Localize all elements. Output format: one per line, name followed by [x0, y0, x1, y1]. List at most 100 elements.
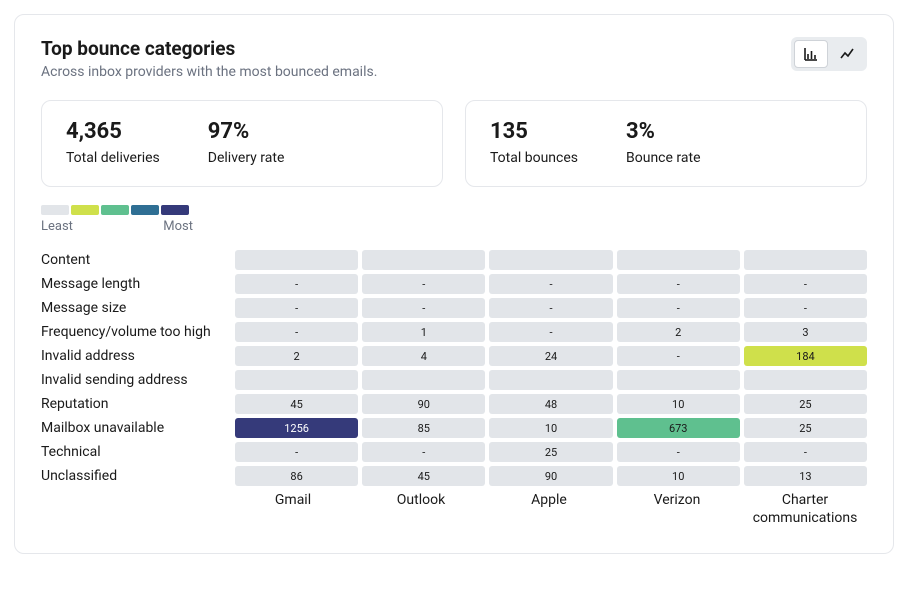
- heatmap-cell[interactable]: -: [489, 298, 612, 318]
- bar-chart-icon: [803, 46, 819, 62]
- heatmap-row-label: Frequency/volume too high: [41, 324, 231, 340]
- heatmap-cell[interactable]: -: [617, 298, 740, 318]
- heatmap-cell[interactable]: -: [362, 298, 485, 318]
- stat-value: 97%: [208, 119, 285, 144]
- heatmap-cell[interactable]: 25: [744, 394, 867, 414]
- heatmap-row-label: Invalid sending address: [41, 372, 231, 388]
- header-text: Top bounce categories Across inbox provi…: [41, 37, 377, 80]
- deliveries-card: 4,365 Total deliveries 97% Delivery rate: [41, 100, 443, 187]
- heatmap-cell[interactable]: [744, 370, 867, 390]
- heatmap-row-cells: --25--: [235, 442, 867, 462]
- heatmap-column-label: Gmail: [231, 492, 355, 527]
- heatmap-cell[interactable]: 25: [744, 418, 867, 438]
- heatmap-row: Message length-----: [41, 274, 867, 294]
- legend-swatch: [131, 205, 159, 215]
- heatmap-row: Invalid sending address: [41, 370, 867, 390]
- heatmap-cell[interactable]: [235, 370, 358, 390]
- heatmap-cell[interactable]: 45: [362, 466, 485, 486]
- footer-spacer: [41, 492, 231, 527]
- heatmap-cell[interactable]: -: [362, 274, 485, 294]
- stat-delivery-rate: 97% Delivery rate: [208, 119, 285, 166]
- legend-swatch: [71, 205, 99, 215]
- heatmap-cell[interactable]: 90: [489, 466, 612, 486]
- bar-chart-view-button[interactable]: [794, 40, 828, 68]
- heatmap-row-label: Mailbox unavailable: [41, 420, 231, 436]
- heatmap-cell[interactable]: 2: [617, 322, 740, 342]
- heatmap-row-cells: 2424-184: [235, 346, 867, 366]
- heatmap-row-label: Invalid address: [41, 348, 231, 364]
- heatmap-cell[interactable]: 1: [362, 322, 485, 342]
- heatmap-cell[interactable]: -: [235, 442, 358, 462]
- heatmap-column-label: Charter communications: [743, 492, 867, 527]
- legend-swatch: [161, 205, 189, 215]
- heatmap: Content Message length----- Message size--…: [41, 250, 867, 486]
- heatmap-cell[interactable]: [362, 370, 485, 390]
- heatmap-cell[interactable]: -: [617, 346, 740, 366]
- heatmap-cell[interactable]: -: [235, 298, 358, 318]
- heatmap-row-cells: -----: [235, 298, 867, 318]
- heatmap-cell[interactable]: 85: [362, 418, 485, 438]
- heatmap-row-cells: 1256851067325: [235, 418, 867, 438]
- heatmap-cell[interactable]: 3: [744, 322, 867, 342]
- stat-value: 3%: [626, 119, 700, 144]
- heatmap-cell[interactable]: 90: [362, 394, 485, 414]
- heatmap-row-cells: -----: [235, 274, 867, 294]
- heatmap-row: Content: [41, 250, 867, 270]
- heatmap-row-cells: 8645901013: [235, 466, 867, 486]
- heatmap-cell[interactable]: 1256: [235, 418, 358, 438]
- heatmap-cell[interactable]: 45: [235, 394, 358, 414]
- heatmap-cell[interactable]: -: [489, 322, 612, 342]
- heatmap-cell[interactable]: -: [235, 322, 358, 342]
- heatmap-cell[interactable]: [617, 370, 740, 390]
- bounces-card: 135 Total bounces 3% Bounce rate: [465, 100, 867, 187]
- heatmap-cell[interactable]: [235, 250, 358, 270]
- heatmap-row: Message size-----: [41, 298, 867, 318]
- stat-label: Delivery rate: [208, 150, 285, 166]
- heatmap-cell[interactable]: 4: [362, 346, 485, 366]
- heatmap-row: Technical--25--: [41, 442, 867, 462]
- heatmap-row: Frequency/volume too high-1-23: [41, 322, 867, 342]
- stat-value: 4,365: [66, 119, 160, 144]
- heatmap-cell[interactable]: 673: [617, 418, 740, 438]
- heatmap-cell[interactable]: -: [489, 274, 612, 294]
- heatmap-cell[interactable]: 184: [744, 346, 867, 366]
- line-chart-icon: [839, 46, 855, 62]
- heatmap-cell[interactable]: 10: [617, 466, 740, 486]
- legend-swatch: [101, 205, 129, 215]
- legend-most-label: Most: [163, 219, 193, 234]
- legend-labels: Least Most: [41, 219, 193, 234]
- heatmap-column-labels: GmailOutlookAppleVerizonCharter communic…: [41, 492, 867, 527]
- heatmap-cell[interactable]: 86: [235, 466, 358, 486]
- heatmap-cell[interactable]: 24: [489, 346, 612, 366]
- heatmap-row-label: Content: [41, 252, 231, 268]
- heatmap-cell[interactable]: -: [362, 442, 485, 462]
- heatmap-cell[interactable]: -: [744, 442, 867, 462]
- bounce-categories-card: Top bounce categories Across inbox provi…: [14, 14, 894, 554]
- heatmap-cell[interactable]: [744, 250, 867, 270]
- heatmap-row-label: Unclassified: [41, 468, 231, 484]
- heatmap-row-cells: [235, 250, 867, 270]
- heatmap-legend: Least Most: [41, 205, 867, 234]
- heatmap-column-label: Apple: [487, 492, 611, 527]
- stat-label: Total bounces: [490, 150, 578, 166]
- heatmap-row: Reputation4590481025: [41, 394, 867, 414]
- heatmap-cell[interactable]: 48: [489, 394, 612, 414]
- heatmap-cell[interactable]: [617, 250, 740, 270]
- heatmap-cell[interactable]: -: [744, 274, 867, 294]
- heatmap-cell[interactable]: [489, 250, 612, 270]
- heatmap-cell[interactable]: -: [617, 274, 740, 294]
- heatmap-cell[interactable]: 13: [744, 466, 867, 486]
- line-chart-view-button[interactable]: [830, 40, 864, 68]
- heatmap-cell[interactable]: [489, 370, 612, 390]
- heatmap-cell[interactable]: 10: [617, 394, 740, 414]
- heatmap-cell[interactable]: 10: [489, 418, 612, 438]
- card-header: Top bounce categories Across inbox provi…: [41, 37, 867, 80]
- heatmap-cell[interactable]: -: [617, 442, 740, 462]
- heatmap-cell[interactable]: [362, 250, 485, 270]
- stat-total-deliveries: 4,365 Total deliveries: [66, 119, 160, 166]
- heatmap-cell[interactable]: -: [744, 298, 867, 318]
- heatmap-cell[interactable]: 25: [489, 442, 612, 462]
- heatmap-row: Mailbox unavailable1256851067325: [41, 418, 867, 438]
- heatmap-cell[interactable]: -: [235, 274, 358, 294]
- heatmap-cell[interactable]: 2: [235, 346, 358, 366]
